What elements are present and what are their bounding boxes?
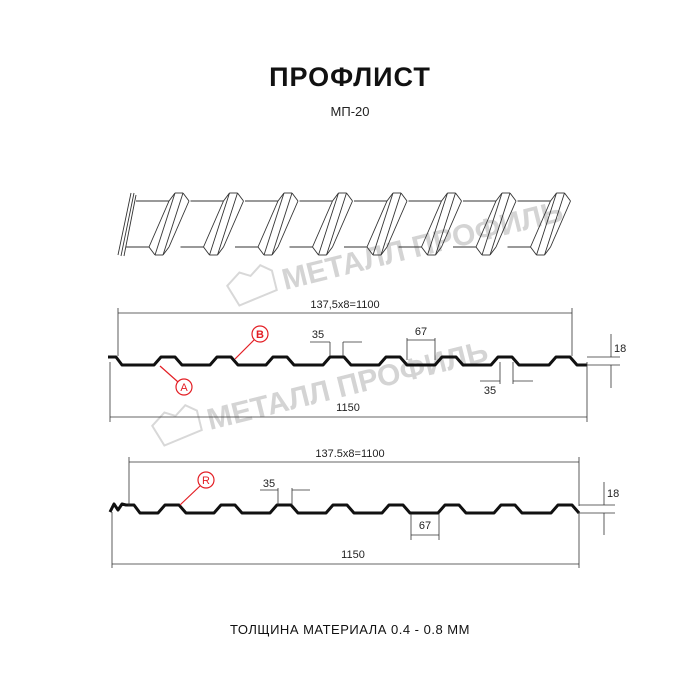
dim-height-label: 18	[614, 343, 626, 355]
svg-text:B: B	[256, 329, 264, 341]
profile-1: 137,5x8=1100 1150 35 67 35 18 B A	[108, 299, 626, 422]
material-thickness: ТОЛЩИНА МАТЕРИАЛА 0.4 - 0.8 ММ	[230, 622, 470, 637]
svg-text:R: R	[202, 475, 210, 487]
dim-rib-pitch-label: 67	[419, 520, 431, 532]
dim-rib-top-label: 35	[312, 329, 324, 341]
profile-1-outline	[108, 355, 587, 367]
dim-height-label: 18	[607, 488, 619, 500]
dim-rib-pitch-label: 67	[415, 326, 427, 338]
marker-a	[175, 378, 193, 396]
dim-rib-bottom-label: 35	[484, 385, 496, 397]
svg-text:A: A	[180, 382, 188, 394]
profile-2: 137.5x8=1100 1150 35 67 18 R	[108, 448, 619, 568]
svg-text:МЕТАЛЛ ПРОФИЛЬ: МЕТАЛЛ ПРОФИЛЬ	[204, 335, 492, 437]
dim-pitch-label: 137.5x8=1100	[315, 448, 384, 460]
sheet-perspective-drawing	[117, 192, 571, 257]
model-subtitle: МП-20	[330, 104, 370, 119]
dim-pitch-label: 137,5x8=1100	[310, 299, 379, 311]
profile-2-outline	[108, 502, 581, 515]
watermark-2: МЕТАЛЛ ПРОФИЛЬ	[151, 335, 492, 447]
dim-rib-top-label: 35	[263, 478, 275, 490]
page-title: ПРОФЛИСТ	[269, 62, 431, 92]
marker-r	[197, 471, 215, 489]
marker-b	[251, 325, 269, 343]
dim-total-label: 1150	[341, 549, 365, 561]
dim-total-label: 1150	[336, 402, 360, 414]
